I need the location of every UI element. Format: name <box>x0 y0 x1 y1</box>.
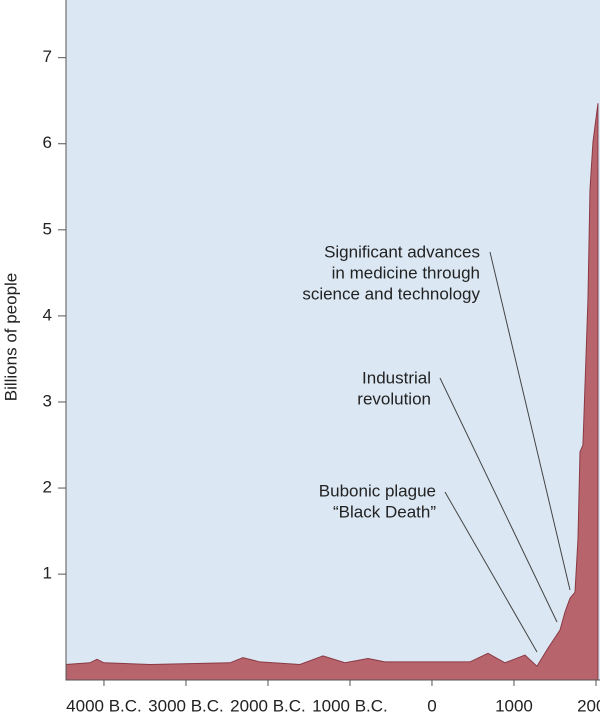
annotation-leader <box>439 377 558 623</box>
annotation-text: “Black Death” <box>333 502 436 521</box>
annotation-text: revolution <box>357 389 431 408</box>
population-area <box>65 103 599 681</box>
x-tick-label: 3000 B.C. <box>148 696 224 715</box>
x-tick-label: 1000 <box>495 696 533 715</box>
y-tick-label: 2 <box>43 478 52 497</box>
annotation-text: Industrial <box>362 368 431 387</box>
annotation-leader <box>444 491 538 653</box>
plot-area <box>66 0 600 680</box>
x-tick-label: 0 <box>427 696 436 715</box>
x-tick-label: 4000 B.C. <box>66 696 142 715</box>
annotation-leader <box>489 251 571 591</box>
y-axis-label: Billions of people <box>1 273 20 402</box>
y-tick-label: 3 <box>43 391 52 410</box>
y-tick-label: 5 <box>43 219 52 238</box>
x-tick-label: 2000 <box>577 696 600 715</box>
annotation-text: in medicine through <box>332 263 480 282</box>
x-tick-label: 2000 B.C. <box>230 696 306 715</box>
y-tick-label: 4 <box>43 305 52 324</box>
y-tick-label: 6 <box>43 133 52 152</box>
y-tick-label: 7 <box>43 47 52 66</box>
annotation-text: Significant advances <box>324 242 480 261</box>
x-tick-label: 1000 B.C. <box>312 696 388 715</box>
annotation-text: Bubonic plague <box>319 481 436 500</box>
y-tick-label: 1 <box>43 564 52 583</box>
annotation-text: science and technology <box>302 284 480 303</box>
